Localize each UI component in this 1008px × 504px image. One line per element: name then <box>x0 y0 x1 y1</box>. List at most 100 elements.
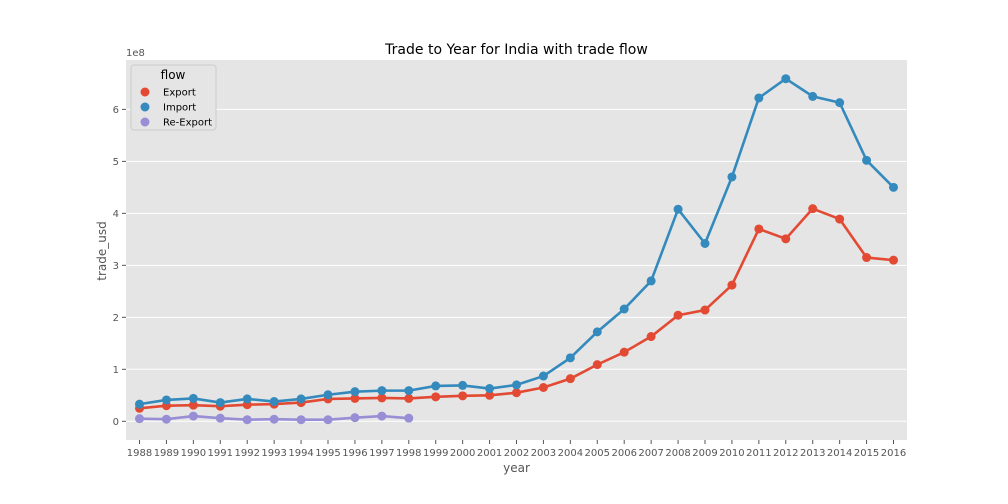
gridlines <box>126 108 907 422</box>
re-export-point <box>296 415 306 425</box>
export-point <box>889 255 898 265</box>
x-tick-label: 2004 <box>558 448 583 459</box>
x-tick-label: 1995 <box>315 448 340 459</box>
x-tick-label: 2016 <box>881 448 906 459</box>
export-point <box>538 382 548 392</box>
x-tick-label: 2002 <box>504 448 529 459</box>
export-point <box>862 253 872 263</box>
re-export-point <box>404 413 414 423</box>
x-tick-label: 1988 <box>127 448 152 459</box>
import-point <box>161 395 171 405</box>
series-import <box>135 74 898 409</box>
x-axis-label: year <box>503 461 530 475</box>
chart-title: Trade to Year for India with trade flow <box>384 42 648 58</box>
export-point <box>565 374 575 384</box>
export-point <box>646 332 656 342</box>
re-export-point <box>215 413 225 423</box>
import-point <box>808 91 818 101</box>
import-point <box>135 399 144 409</box>
y-tick-label: 4 <box>113 209 119 220</box>
import-point <box>538 371 548 381</box>
import-point <box>862 155 872 165</box>
plot-background <box>126 60 907 440</box>
import-point <box>565 353 575 363</box>
export-point <box>808 204 818 214</box>
y-scale-label: 1e8 <box>126 48 145 59</box>
series-re-export <box>135 411 414 425</box>
x-tick-label: 1997 <box>369 448 394 459</box>
import-point <box>646 276 656 286</box>
import-point <box>377 386 387 396</box>
import-point <box>485 384 495 394</box>
x-tick-label: 2013 <box>800 448 825 459</box>
import-point <box>242 394 252 404</box>
x-tick-label: 1998 <box>396 448 421 459</box>
import-point <box>431 381 441 391</box>
re-export-point <box>377 411 387 421</box>
import-point <box>592 327 602 337</box>
re-export-point <box>242 415 252 425</box>
import-point <box>754 93 764 103</box>
x-tick-label: 1996 <box>342 448 367 459</box>
re-export-point <box>188 411 198 421</box>
y-tick-label: 3 <box>113 261 119 272</box>
legend-box <box>130 64 217 131</box>
import-point <box>835 98 845 108</box>
x-tick-label: 1994 <box>288 448 313 459</box>
x-tick-label: 2015 <box>854 448 879 459</box>
x-tick-label: 2011 <box>746 448 771 459</box>
x-tick-label: 1993 <box>261 448 286 459</box>
export-point <box>485 390 495 400</box>
re-export-point <box>269 414 279 424</box>
legend-marker-import <box>140 102 150 112</box>
x-tick-label: 2012 <box>773 448 798 459</box>
re-export-point <box>135 414 144 424</box>
import-point <box>188 393 198 403</box>
re-export-point <box>161 414 171 424</box>
import-point <box>323 390 333 400</box>
legend-label-import: Import <box>163 103 196 114</box>
y-tick-label: 2 <box>113 313 119 324</box>
y-tick-label: 0 <box>113 417 119 428</box>
x-tick-label: 1991 <box>208 448 233 459</box>
x-axis-ticks: 1988 1989 1990 1991 1992 1993 1994 1995 1996 1997… <box>127 440 906 459</box>
export-point <box>781 234 791 244</box>
export-point <box>458 391 468 401</box>
x-tick-label: 1989 <box>154 448 179 459</box>
export-point <box>673 310 683 320</box>
legend-label-re-export: Re-Export <box>163 118 212 129</box>
x-tick-label: 1992 <box>234 448 259 459</box>
legend: flow Export Import Re-Export <box>130 64 217 131</box>
export-point <box>431 392 441 402</box>
export-point <box>700 305 710 315</box>
export-point <box>592 360 602 370</box>
import-point <box>512 380 521 390</box>
re-export-point <box>350 413 360 423</box>
export-point <box>404 393 414 403</box>
export-point <box>727 280 737 290</box>
legend-title: flow <box>161 68 186 82</box>
legend-label-export: Export <box>163 88 196 99</box>
import-point <box>215 398 225 408</box>
import-point <box>296 394 306 404</box>
x-tick-label: 2014 <box>827 448 852 459</box>
import-point <box>727 172 737 182</box>
legend-marker-export <box>140 87 150 97</box>
import-point <box>889 182 898 192</box>
legend-marker-re-export <box>140 117 150 127</box>
import-point <box>350 387 360 397</box>
import-point <box>781 74 791 84</box>
y-tick-label: 6 <box>113 105 119 116</box>
x-tick-label: 2000 <box>450 448 475 459</box>
y-axis-ticks: 0 1 2 3 4 5 6 <box>113 105 126 428</box>
x-tick-label: 1990 <box>181 448 206 459</box>
export-point <box>835 214 845 224</box>
import-point <box>673 204 683 214</box>
y-axis-label: trade_usd <box>95 221 109 280</box>
series-group <box>135 74 898 425</box>
x-tick-label: 1999 <box>423 448 448 459</box>
x-tick-label: 2009 <box>692 448 717 459</box>
x-tick-label: 2001 <box>477 448 502 459</box>
import-point <box>458 380 468 390</box>
